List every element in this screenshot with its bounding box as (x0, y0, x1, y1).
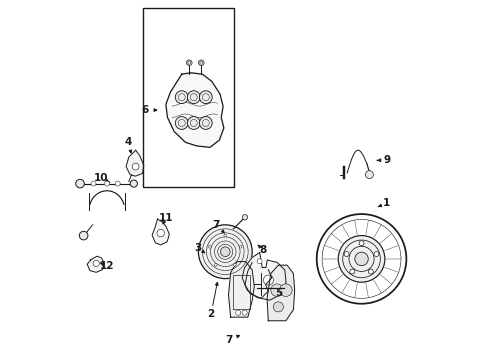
Circle shape (79, 231, 88, 240)
Bar (143, 8, 234, 187)
Circle shape (368, 269, 373, 274)
Circle shape (264, 275, 273, 285)
Circle shape (187, 91, 200, 104)
Circle shape (130, 180, 137, 187)
Text: 10: 10 (94, 173, 109, 183)
Circle shape (187, 117, 200, 129)
Text: 11: 11 (159, 213, 173, 222)
Circle shape (175, 91, 188, 104)
Circle shape (93, 260, 99, 266)
Circle shape (209, 246, 211, 248)
Circle shape (338, 235, 385, 282)
Circle shape (350, 269, 355, 274)
Text: 7: 7 (213, 220, 220, 230)
Circle shape (91, 181, 96, 186)
Polygon shape (267, 265, 294, 321)
Text: 2: 2 (207, 310, 215, 319)
Circle shape (239, 246, 242, 248)
Circle shape (271, 284, 283, 296)
Polygon shape (242, 252, 286, 300)
Text: 7: 7 (225, 334, 233, 345)
Circle shape (233, 264, 236, 266)
Text: 8: 8 (259, 245, 267, 255)
Polygon shape (152, 219, 170, 245)
Polygon shape (166, 73, 224, 147)
Circle shape (215, 264, 217, 266)
Text: 4: 4 (125, 138, 132, 147)
Circle shape (236, 310, 241, 315)
Circle shape (242, 310, 247, 315)
Circle shape (344, 252, 349, 257)
Circle shape (199, 91, 212, 104)
Circle shape (115, 181, 120, 186)
Circle shape (199, 117, 212, 129)
Text: 5: 5 (275, 288, 283, 298)
Circle shape (359, 241, 364, 246)
Text: 12: 12 (99, 261, 114, 271)
Circle shape (198, 60, 204, 66)
Circle shape (132, 163, 139, 170)
Circle shape (257, 259, 262, 264)
Circle shape (175, 117, 188, 129)
Circle shape (355, 252, 368, 266)
Circle shape (186, 60, 192, 66)
Circle shape (366, 171, 373, 179)
Circle shape (224, 234, 226, 237)
Circle shape (273, 302, 283, 312)
Polygon shape (87, 256, 104, 273)
Circle shape (242, 215, 247, 220)
Circle shape (157, 229, 165, 237)
Polygon shape (126, 150, 144, 176)
Polygon shape (228, 262, 254, 317)
Text: 6: 6 (141, 105, 148, 115)
Text: 3: 3 (195, 243, 202, 253)
Circle shape (280, 284, 292, 296)
Text: 1: 1 (383, 198, 390, 208)
Circle shape (374, 252, 379, 257)
Circle shape (104, 181, 109, 186)
Circle shape (198, 225, 252, 279)
Circle shape (220, 247, 230, 257)
Text: 9: 9 (383, 155, 390, 165)
Circle shape (76, 179, 84, 188)
